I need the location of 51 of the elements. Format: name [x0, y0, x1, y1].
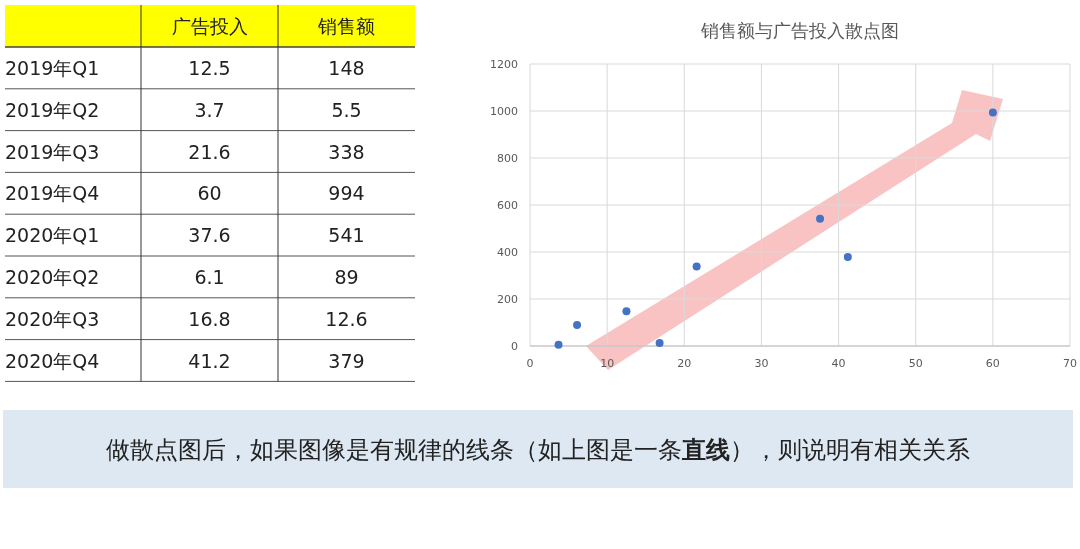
data-label: 60	[197, 182, 222, 205]
y-tick-label: 200	[497, 293, 518, 306]
data-label: 6.1	[194, 265, 225, 288]
category-label: 2019年Q1	[5, 56, 100, 79]
data-label: 5.5	[331, 98, 362, 121]
data-label: 21.6	[188, 140, 231, 163]
y-tick-label: 0	[511, 340, 518, 353]
text: 销售额	[317, 15, 375, 37]
y-tick-label: 600	[497, 199, 518, 212]
y-tick-label: 800	[497, 152, 518, 165]
data-label: 41.2	[188, 349, 231, 372]
point	[622, 307, 631, 316]
point	[843, 252, 852, 261]
point	[655, 339, 664, 348]
x-tick-label: 50	[908, 357, 923, 370]
data-label: 16.8	[188, 307, 231, 330]
data-label: 379	[328, 349, 365, 372]
data-label: 148	[328, 56, 365, 79]
y-tick-label: 400	[497, 246, 518, 259]
category-label: 2020年Q1	[5, 224, 100, 247]
point	[988, 108, 997, 117]
x-tick-label: 30	[754, 357, 769, 370]
x-tick-label: 10	[600, 357, 615, 370]
category-label: 2019年Q4	[5, 182, 100, 205]
category-label: 2019年Q3	[5, 140, 100, 163]
category-label: 2019年Q2	[5, 98, 100, 121]
data-label: 3.7	[194, 98, 225, 121]
data-label: 89	[334, 265, 359, 288]
x-tick-label: 40	[831, 357, 846, 370]
point	[692, 262, 701, 271]
point	[573, 321, 582, 330]
chart-title: 销售额与广告投入散点图	[700, 20, 899, 41]
data-label: 12.5	[188, 56, 231, 79]
category-label: 2020年Q2	[5, 265, 100, 288]
y-tick-label: 1000	[490, 105, 518, 118]
point	[554, 340, 563, 349]
y-tick-label: 1200	[490, 58, 518, 71]
data-label: 37.6	[188, 224, 231, 247]
data-label: 12.6	[325, 307, 368, 330]
x-tick-label: 20	[677, 357, 692, 370]
x-tick-label: 60	[985, 357, 1000, 370]
text: 广告投入	[171, 15, 248, 37]
x-tick-label: 70	[1063, 357, 1077, 370]
data-label: 994	[328, 182, 365, 205]
data-label: 541	[328, 224, 365, 247]
data-label: 338	[328, 140, 365, 163]
text: 做散点图后，如果图像是有规律的线条（如上图是一条直线），则说明有相关关系	[106, 436, 970, 464]
category-label: 2020年Q3	[5, 307, 100, 330]
point	[816, 214, 825, 223]
x-tick-label: 0	[526, 357, 534, 370]
category-label: 2020年Q4	[5, 349, 100, 372]
